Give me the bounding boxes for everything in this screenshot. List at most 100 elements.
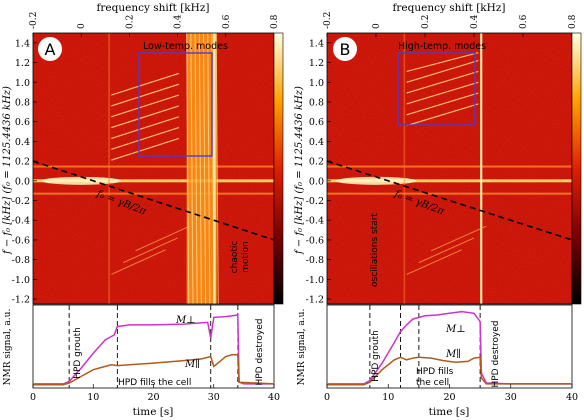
- y-tick-label: 0.0: [15, 176, 30, 187]
- x-axis-ticks: 0 10 20 30 40: [324, 384, 578, 403]
- top-tick-label: 0.2: [125, 15, 135, 29]
- chaotic-streak: [215, 32, 219, 305]
- legend-m-par: M∥: [184, 358, 200, 370]
- chaotic-streak: [194, 32, 198, 305]
- annotation-hpd-growth: HPD grouth: [73, 327, 83, 379]
- mode-streak: [406, 70, 479, 94]
- panel-b-signal: 0 10 20 30 40 time [s] NMR signal, a.u. HPD …: [297, 304, 578, 418]
- x-tick-label: 0: [30, 392, 36, 403]
- top-axis-ticks: -0.2 0 0.2 0.4 0.6 0.8: [323, 12, 578, 37]
- x-tick-label: 30: [505, 392, 517, 403]
- x-axis-ticks: 0 10 20 30 40: [30, 384, 280, 403]
- y-tick-label: 1.2: [15, 58, 30, 69]
- mode-box: [138, 52, 213, 157]
- mode-streak: [406, 52, 479, 73]
- mode-box: [397, 52, 476, 126]
- colorbar: [571, 32, 582, 305]
- chaotic-label-line2: motion: [241, 241, 251, 273]
- y-tick-label: -1.0: [306, 275, 324, 286]
- x-tick-label: 20: [443, 392, 455, 403]
- y-tick-label: -1.2: [12, 295, 30, 306]
- y-tick-label: 0.6: [15, 117, 30, 128]
- chaotic-label-line1: chaotic: [230, 241, 240, 274]
- y-tick-label: -0.8: [12, 255, 30, 266]
- series-m-perp: [327, 310, 572, 385]
- low-streak: [406, 249, 462, 275]
- low-streak: [111, 249, 166, 275]
- top-tick-label: 0.2: [421, 15, 431, 29]
- annotation-hpd-growth: HPD grouth: [371, 330, 381, 382]
- series-m-par: [33, 354, 275, 386]
- mode-streak: [111, 105, 179, 129]
- top-tick-label: 0.6: [222, 14, 232, 29]
- y-tick-label: 0.2: [15, 157, 30, 168]
- mode-box-label: Low-temp. modes: [143, 41, 228, 52]
- top-tick-label: 0.6: [519, 14, 529, 29]
- destroy-line: [480, 33, 483, 304]
- chaotic-streak: [203, 32, 207, 305]
- mode-box-label: High-temp. modes: [398, 41, 486, 52]
- top-tick-label: 0: [372, 23, 382, 29]
- sideband-line: [327, 165, 572, 168]
- plot-frame: [326, 304, 573, 389]
- mode-streak: [111, 116, 179, 140]
- top-tick-label: -0.2: [29, 12, 39, 29]
- panel-label-circle: [38, 37, 62, 61]
- annotation-hpd-fills: HPD fills: [416, 367, 454, 377]
- chaotic-streak: [186, 32, 190, 305]
- y-tick-label: 0.2: [309, 157, 324, 168]
- y-axis-label: f − f₀ [kHz] (f₀ = 1125.4436 kHz): [2, 86, 13, 255]
- oscillations-label: oscillations start: [370, 213, 380, 287]
- sideband-line: [33, 165, 274, 168]
- y-tick-label: -0.8: [306, 255, 324, 266]
- y-tick-label: -0.4: [12, 216, 30, 227]
- x-tick-label: 10: [382, 392, 394, 403]
- top-tick-label: 0.4: [174, 14, 184, 29]
- mode-streak: [406, 92, 479, 116]
- mode-streak: [111, 127, 179, 150]
- low-streak: [430, 225, 487, 252]
- carrier-line: [33, 179, 274, 183]
- x-tick-label: 0: [324, 392, 330, 403]
- x-tick-label: 40: [268, 392, 280, 403]
- carrier-line: [327, 179, 572, 183]
- y-tick-label: 0.4: [15, 137, 30, 148]
- x-axis-label: time [s]: [133, 406, 174, 418]
- y-tick-label: -0.6: [306, 235, 324, 246]
- y-axis-label: NMR signal, a.u.: [297, 309, 307, 386]
- mode-streak: [111, 83, 179, 107]
- chaotic-streak: [198, 32, 202, 305]
- sideband-line: [33, 192, 274, 195]
- y-axis-ticks: 1.4 1.2 1.0 0.8 0.6 0.4 0.2 0.0 -0.2 -0.4 -0.6 -0.8…: [12, 38, 37, 306]
- top-axis-title: frequency shift [kHz]: [97, 2, 210, 14]
- y-tick-label: -0.2: [306, 196, 324, 207]
- resonance-line: [32, 160, 275, 241]
- y-tick-label: 1.0: [15, 78, 30, 89]
- panel-b-heatmap: 1.4 1.2 1.0 0.8 0.6 0.4 0.2 0.0 -0.2 -0.4 -0.6 -0.8…: [294, 2, 582, 306]
- mode-streak: [111, 94, 179, 118]
- top-tick-label: 0.8: [270, 14, 280, 29]
- low-streak: [418, 237, 475, 264]
- mode-streak: [406, 103, 479, 127]
- y-tick-label: 1.4: [15, 38, 30, 49]
- top-tick-label: 0.8: [568, 14, 578, 29]
- legend-m-perp: M⊥: [445, 324, 466, 335]
- legend-m-par: M∥: [445, 348, 461, 360]
- y-tick-label: -0.4: [306, 216, 324, 227]
- y-tick-label: 0.8: [15, 97, 30, 108]
- chaotic-edge: [213, 33, 216, 304]
- heatmap-noise: [327, 33, 572, 304]
- top-tick-label: -0.2: [323, 12, 333, 29]
- colorbar: [273, 32, 284, 305]
- top-axis-title: frequency shift [kHz]: [393, 2, 506, 14]
- chaotic-streak: [207, 32, 211, 305]
- resonance-line: [326, 160, 573, 241]
- y-tick-label: 0.4: [309, 137, 324, 148]
- top-tick-label: 0.4: [470, 14, 480, 29]
- x-tick-label: 20: [147, 392, 159, 403]
- panel-label: A: [45, 40, 56, 59]
- x-tick-label: 30: [208, 392, 220, 403]
- legend-m-perp: M⊥: [175, 315, 196, 326]
- annotation-the-cell: the cell: [416, 378, 449, 388]
